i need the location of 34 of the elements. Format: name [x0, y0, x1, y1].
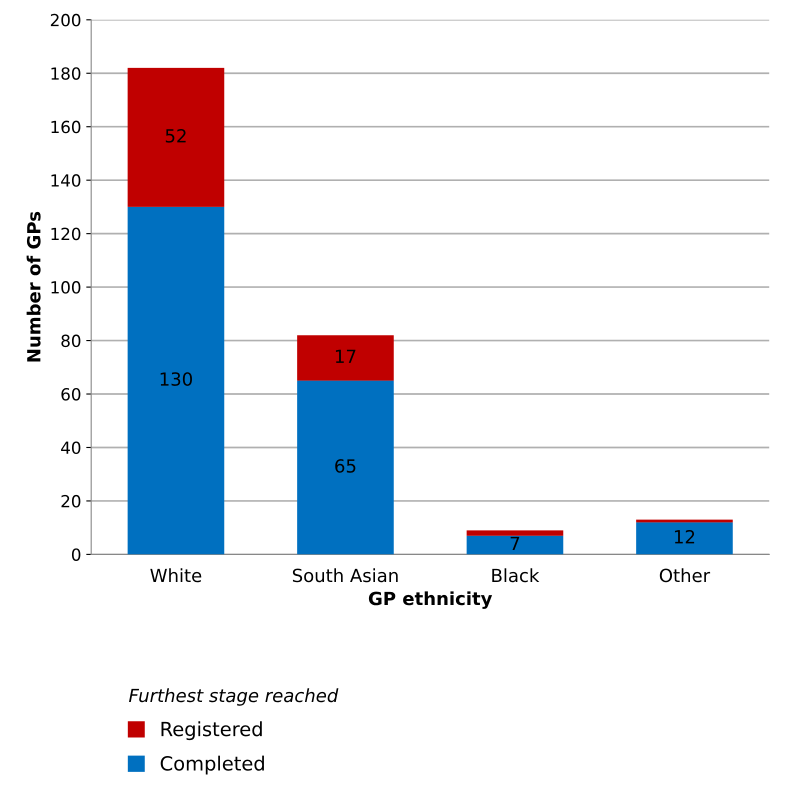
data-label: 17	[336, 350, 356, 363]
legend-label: Completed	[160, 756, 264, 774]
bar	[636, 520, 733, 522]
y-tick-label: 140	[51, 174, 80, 187]
data-label: 65	[335, 459, 356, 473]
y-tick-label: 160	[51, 120, 80, 134]
bar	[297, 380, 394, 554]
bar	[466, 536, 564, 554]
y-tick-label: 120	[51, 228, 80, 240]
bar	[128, 206, 224, 554]
x-tick-label: Black	[492, 568, 540, 582]
y-tick-label: 20	[61, 494, 80, 508]
data-label: 130	[160, 372, 192, 386]
y-tick-label: 180	[51, 67, 80, 80]
legend-label: Registered	[162, 721, 262, 740]
x-axis-title: GP ethnicity	[368, 591, 492, 609]
y-tick-label: 60	[61, 388, 80, 401]
x-tick-label: White	[150, 568, 202, 582]
y-tick-label: 100	[51, 281, 80, 294]
y-tick-label: 40	[61, 441, 80, 454]
bar	[128, 68, 224, 207]
y-tick-label: 80	[61, 334, 80, 348]
x-tick-label: Other	[660, 568, 710, 582]
data-label: 52	[166, 128, 186, 143]
y-axis-title: Number of GPs	[26, 212, 41, 362]
bar	[297, 335, 394, 381]
bar	[636, 522, 733, 554]
y-tick-label: 200	[50, 14, 80, 26]
bar	[466, 530, 564, 536]
y-tick-label: 0	[72, 548, 80, 561]
data-label: 12	[674, 530, 694, 544]
x-tick-label: South Asian	[292, 568, 398, 582]
data-label: 7	[510, 536, 520, 550]
legend-title: Furthest stage reached	[129, 688, 338, 706]
